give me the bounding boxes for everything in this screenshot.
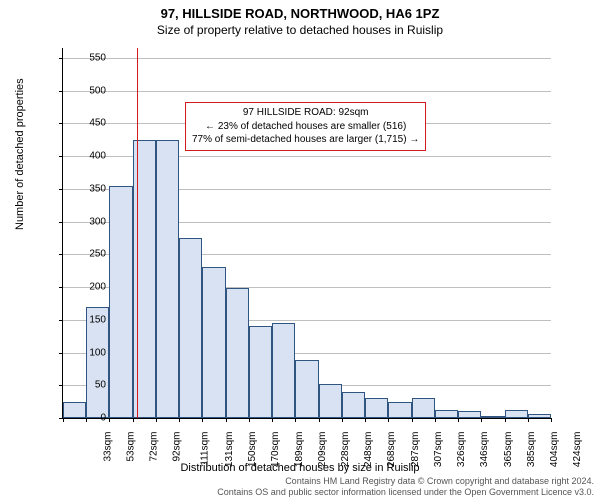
ytick-label: 0: [76, 413, 106, 424]
bar: [505, 410, 528, 418]
bar: [249, 326, 272, 418]
xtick: [342, 418, 343, 422]
xtick: [226, 418, 227, 422]
xtick: [551, 418, 552, 422]
bar: [365, 398, 388, 418]
annotation-box: 97 HILLSIDE ROAD: 92sqm← 23% of detached…: [185, 102, 426, 151]
ytick: [59, 91, 63, 92]
annotation-line-1: 97 HILLSIDE ROAD: 92sqm: [192, 106, 419, 120]
bar: [319, 384, 342, 418]
annotation-line-3: 77% of semi-detached houses are larger (…: [192, 133, 419, 147]
annotation-line-2: ← 23% of detached houses are smaller (51…: [192, 120, 419, 134]
page-title: 97, HILLSIDE ROAD, NORTHWOOD, HA6 1PZ: [0, 0, 600, 21]
histogram-chart: 97 HILLSIDE ROAD: 92sqm← 23% of detached…: [62, 48, 550, 418]
ytick: [59, 189, 63, 190]
xtick: [365, 418, 366, 422]
footer-line-2: Contains OS and public sector informatio…: [217, 487, 594, 498]
xtick-label: 385sqm: [526, 432, 537, 468]
footer-attribution: Contains HM Land Registry data © Crown c…: [217, 476, 594, 499]
xtick: [388, 418, 389, 422]
xtick-label: 33sqm: [102, 432, 113, 462]
xtick: [109, 418, 110, 422]
xtick: [202, 418, 203, 422]
bar: [226, 288, 249, 418]
xtick: [435, 418, 436, 422]
ytick-label: 250: [76, 249, 106, 260]
xtick-label: 248sqm: [363, 432, 374, 468]
xtick-label: 268sqm: [387, 432, 398, 468]
ytick-label: 550: [76, 52, 106, 63]
xtick: [249, 418, 250, 422]
page-subtitle: Size of property relative to detached ho…: [0, 21, 600, 37]
xtick-label: 72sqm: [149, 432, 160, 462]
xtick-label: 53sqm: [125, 432, 136, 462]
bar: [412, 398, 435, 418]
ytick-label: 500: [76, 85, 106, 96]
xtick: [156, 418, 157, 422]
ytick-label: 200: [76, 282, 106, 293]
xtick-label: 307sqm: [433, 432, 444, 468]
xtick: [458, 418, 459, 422]
bar: [156, 140, 179, 418]
ytick-label: 50: [76, 380, 106, 391]
bar: [528, 414, 551, 418]
xtick: [272, 418, 273, 422]
xtick-label: 170sqm: [270, 432, 281, 468]
bar: [202, 267, 225, 418]
bar: [179, 238, 202, 418]
xtick-label: 287sqm: [410, 432, 421, 468]
ytick-label: 100: [76, 347, 106, 358]
xtick: [295, 418, 296, 422]
xtick: [63, 418, 64, 422]
xtick: [133, 418, 134, 422]
xtick-label: 150sqm: [247, 432, 258, 468]
bar: [109, 186, 132, 418]
xtick-label: 365sqm: [503, 432, 514, 468]
xtick: [412, 418, 413, 422]
xtick: [179, 418, 180, 422]
bar: [435, 410, 458, 418]
ytick: [59, 123, 63, 124]
xtick-label: 209sqm: [317, 432, 328, 468]
ytick-label: 400: [76, 151, 106, 162]
bar: [388, 402, 411, 418]
bar: [272, 323, 295, 418]
ytick: [59, 320, 63, 321]
xtick-label: 404sqm: [549, 432, 560, 468]
xtick: [505, 418, 506, 422]
ytick: [59, 222, 63, 223]
bar: [342, 392, 365, 418]
xtick-label: 189sqm: [294, 432, 305, 468]
ytick: [59, 58, 63, 59]
xtick: [528, 418, 529, 422]
xtick-label: 92sqm: [172, 432, 183, 462]
y-axis-label: Number of detached properties: [14, 78, 26, 230]
xtick-label: 424sqm: [572, 432, 583, 468]
ytick: [59, 254, 63, 255]
xtick-label: 326sqm: [456, 432, 467, 468]
xtick-label: 346sqm: [480, 432, 491, 468]
xtick-label: 228sqm: [340, 432, 351, 468]
xtick-label: 131sqm: [224, 432, 235, 468]
ytick: [59, 353, 63, 354]
ytick-label: 150: [76, 314, 106, 325]
ytick-label: 300: [76, 216, 106, 227]
ytick: [59, 385, 63, 386]
bar: [458, 411, 481, 418]
ytick-label: 350: [76, 183, 106, 194]
ytick: [59, 156, 63, 157]
bar: [481, 416, 504, 418]
xtick-label: 111sqm: [199, 432, 210, 466]
footer-line-1: Contains HM Land Registry data © Crown c…: [217, 476, 594, 487]
xtick: [319, 418, 320, 422]
bar: [295, 360, 318, 418]
ytick-label: 450: [76, 118, 106, 129]
ytick: [59, 287, 63, 288]
marker-line: [137, 48, 138, 418]
xtick: [481, 418, 482, 422]
plot-area: 97 HILLSIDE ROAD: 92sqm← 23% of detached…: [62, 48, 551, 419]
